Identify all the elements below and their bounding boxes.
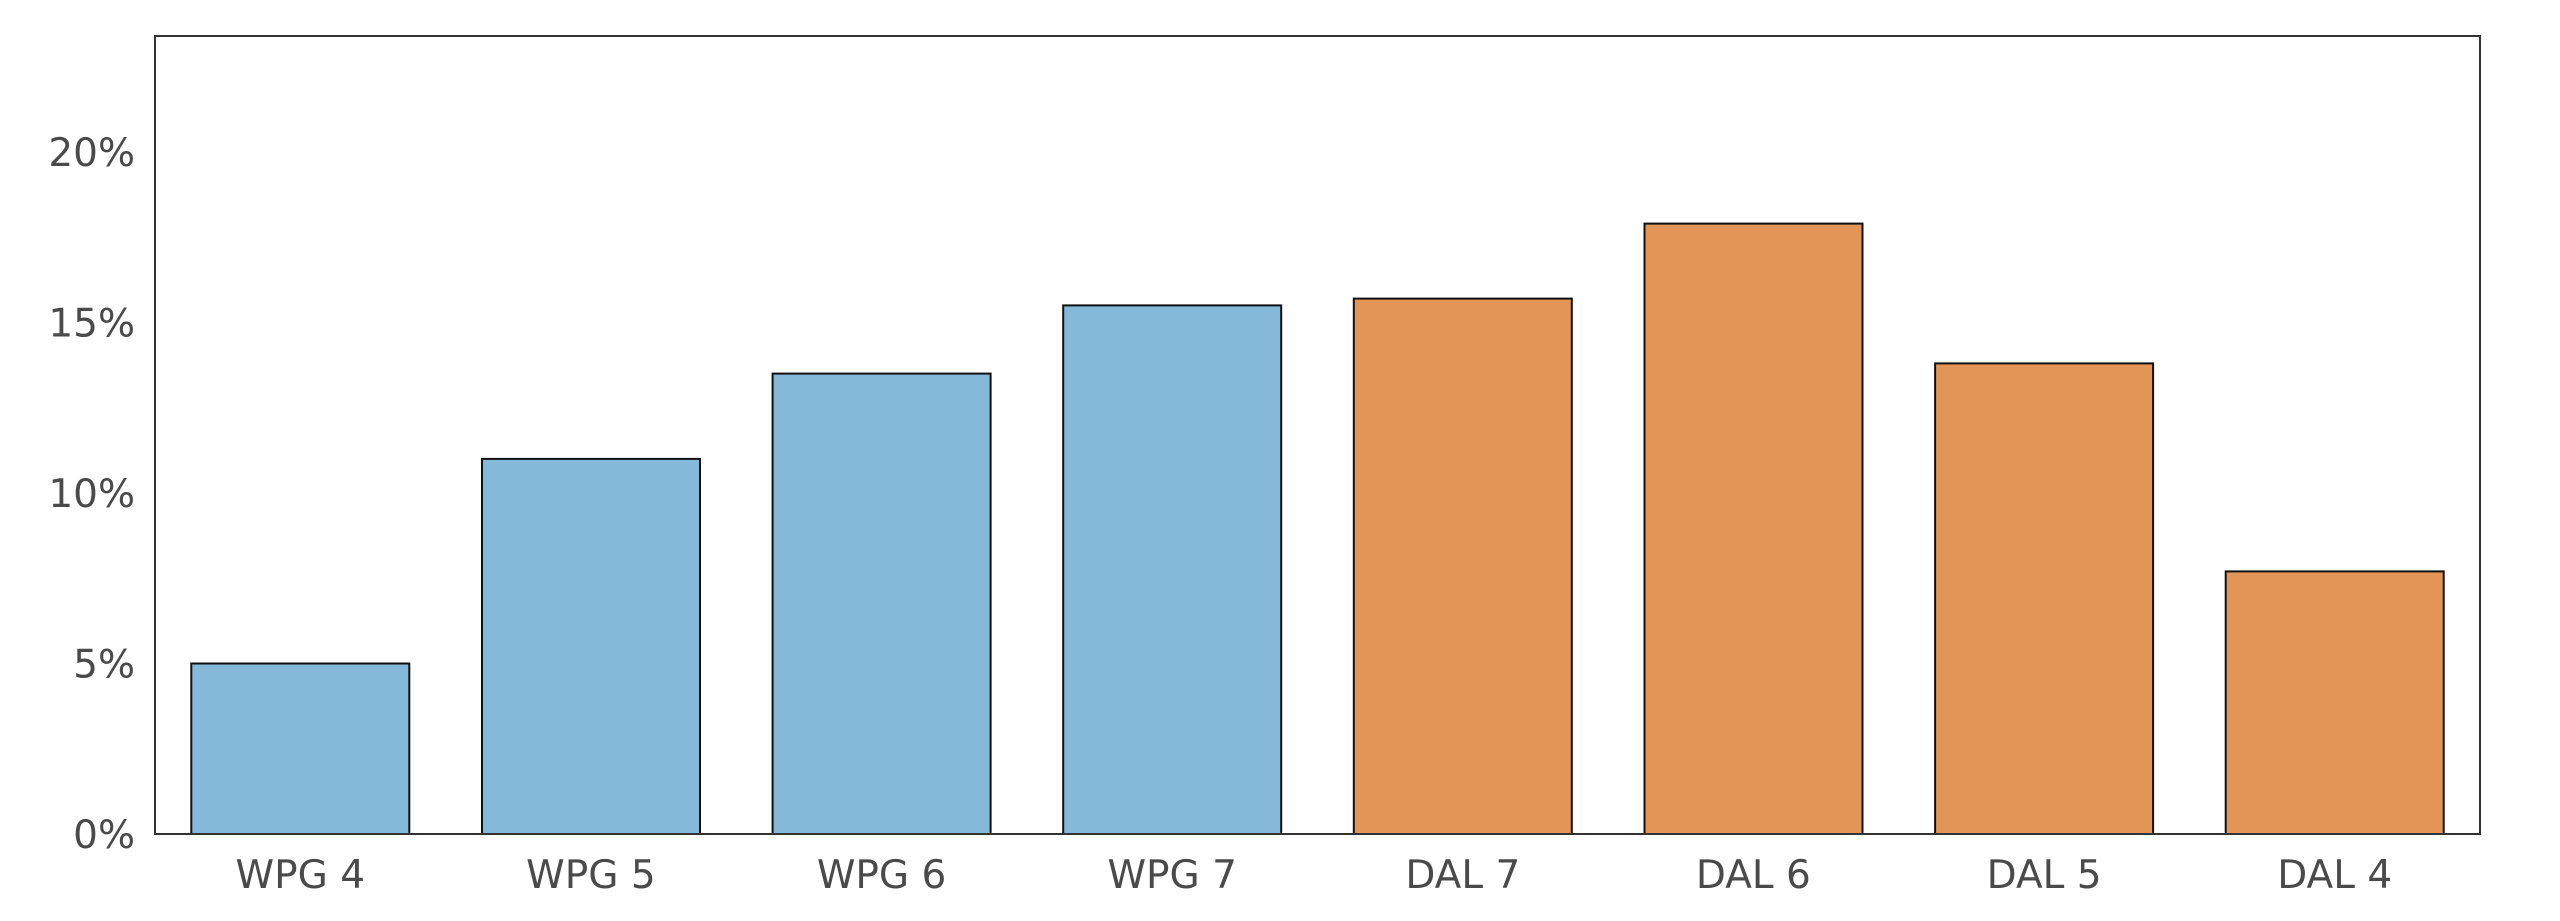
bar-wpg-5 (481, 457, 701, 835)
bar-dal-7 (1352, 297, 1573, 836)
bar-dal-5 (1934, 362, 2155, 835)
x-tick-label: WPG 5 (526, 853, 656, 898)
y-axis-ticks: 0% 5% 10% 15% 20% (48, 131, 135, 858)
bar-wpg-4 (190, 662, 411, 835)
y-tick-label: 15% (48, 302, 135, 347)
bar-dal-6 (1643, 222, 1864, 836)
x-tick-label: DAL 6 (1696, 853, 1811, 898)
plot-frame (154, 35, 2481, 835)
x-tick-label: DAL 5 (1987, 853, 2102, 898)
y-tick-label: 10% (48, 472, 135, 517)
x-tick-label: WPG 7 (1107, 853, 1237, 898)
y-tick-label: 0% (73, 813, 135, 858)
x-axis-ticks: WPG 4 WPG 5 WPG 6 WPG 7 DAL 7 DAL 6 DAL 5 DAL 4 (236, 853, 2393, 898)
x-tick-label: DAL 4 (2277, 853, 2392, 898)
bar-wpg-7 (1062, 304, 1283, 835)
x-tick-label: WPG 6 (817, 853, 947, 898)
bar-dal-4 (2224, 570, 2445, 836)
y-tick-label: 5% (73, 643, 135, 688)
x-tick-label: WPG 4 (236, 853, 366, 898)
y-tick-label: 20% (48, 131, 135, 176)
bar-wpg-6 (771, 372, 992, 835)
bars-layer (190, 222, 2445, 836)
x-tick-label: DAL 7 (1405, 853, 1520, 898)
